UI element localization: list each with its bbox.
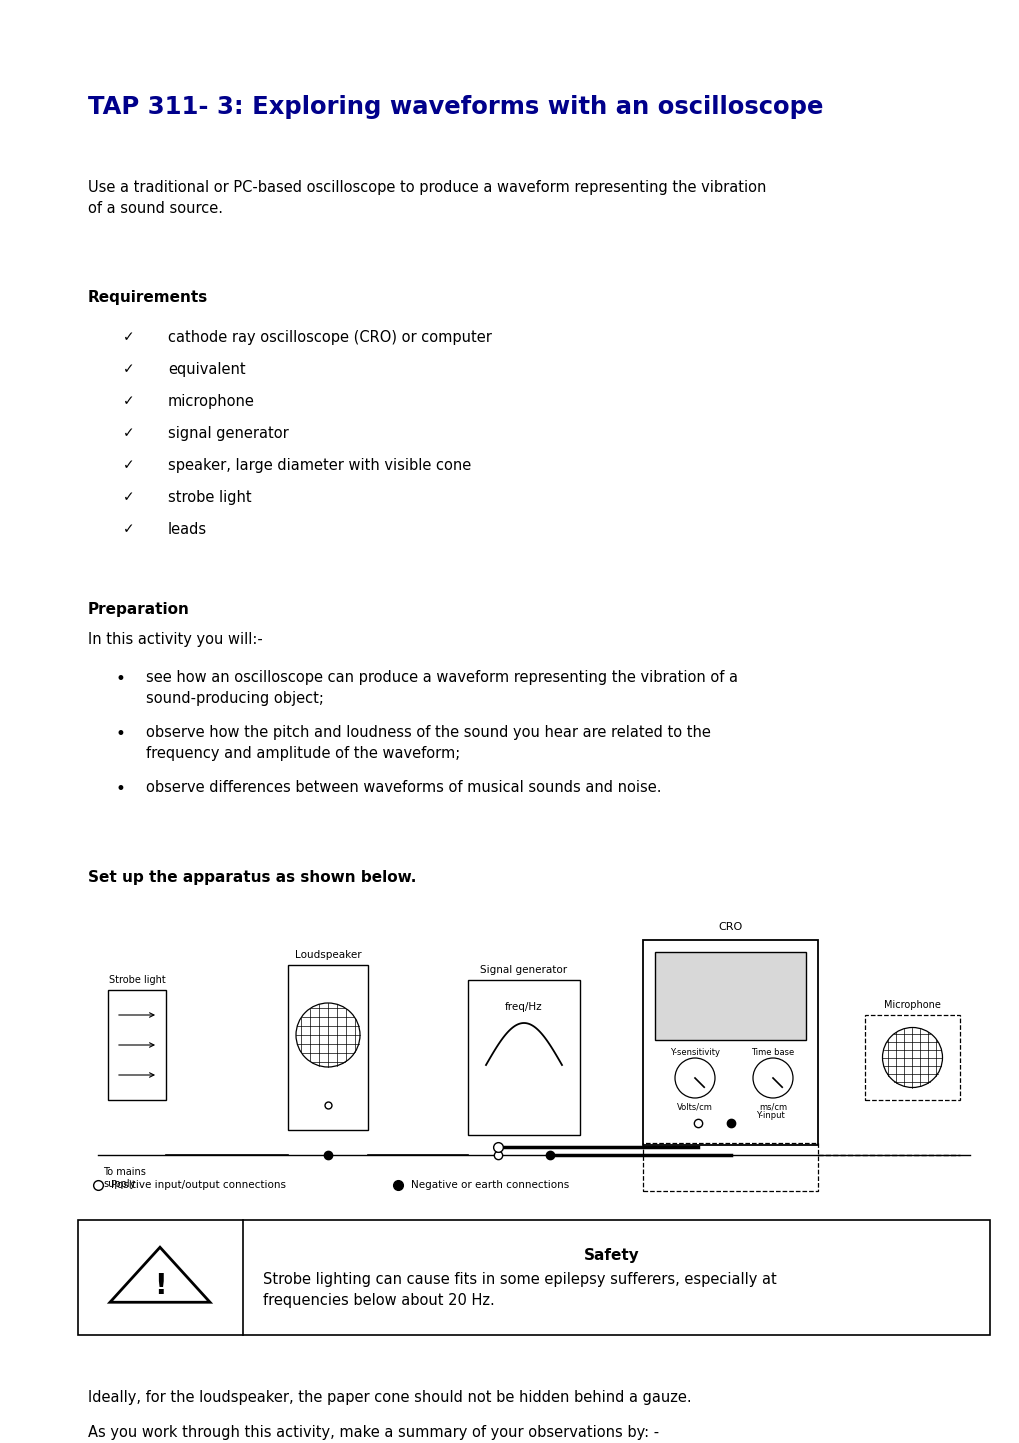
Text: Safety: Safety: [583, 1248, 639, 1263]
Text: Y-sensitivity: Y-sensitivity: [669, 1048, 719, 1058]
Text: Ideally, for the loudspeaker, the paper cone should not be hidden behind a gauze: Ideally, for the loudspeaker, the paper …: [88, 1390, 691, 1405]
Text: !: !: [154, 1271, 166, 1300]
Text: speaker, large diameter with visible cone: speaker, large diameter with visible con…: [168, 457, 471, 473]
Text: Preparation: Preparation: [88, 602, 190, 618]
Text: Microphone: Microphone: [883, 1000, 940, 1010]
Text: ✓: ✓: [123, 426, 135, 440]
Text: Time base: Time base: [751, 1048, 794, 1058]
Text: Requirements: Requirements: [88, 290, 208, 304]
Text: see how an oscilloscope can produce a waveform representing the vibration of a
s: see how an oscilloscope can produce a wa…: [146, 670, 738, 706]
Bar: [642, 939, 817, 1144]
Text: Strobe lighting can cause fits in some epilepsy sufferers, especially at
frequen: Strobe lighting can cause fits in some e…: [263, 1271, 776, 1307]
Text: Negative or earth connections: Negative or earth connections: [411, 1180, 569, 1190]
Text: Volts/cm: Volts/cm: [677, 1102, 712, 1111]
Text: Positive input/output connections: Positive input/output connections: [111, 1180, 285, 1190]
Text: ✓: ✓: [123, 522, 135, 535]
Text: Set up the apparatus as shown below.: Set up the apparatus as shown below.: [88, 870, 416, 885]
Text: leads: leads: [168, 522, 207, 537]
Text: •: •: [116, 781, 125, 798]
Text: ✓: ✓: [123, 457, 135, 472]
Text: To mains
supply: To mains supply: [103, 1167, 146, 1189]
Text: signal generator: signal generator: [168, 426, 288, 442]
Text: ✓: ✓: [123, 394, 135, 408]
Text: ✓: ✓: [123, 491, 135, 504]
Text: Use a traditional or PC-based oscilloscope to produce a waveform representing th: Use a traditional or PC-based oscillosco…: [88, 180, 765, 216]
Text: observe how the pitch and loudness of the sound you hear are related to the
freq: observe how the pitch and loudness of th…: [146, 724, 710, 760]
Bar: [642, 1143, 817, 1190]
Text: Y-input: Y-input: [755, 1111, 784, 1120]
Text: ms/cm: ms/cm: [758, 1102, 787, 1111]
Bar: [108, 990, 166, 1100]
Text: Loudspeaker: Loudspeaker: [294, 949, 361, 960]
Text: ✓: ✓: [123, 362, 135, 377]
Text: •: •: [116, 724, 125, 743]
Text: ✓: ✓: [123, 330, 135, 343]
Text: Strobe light: Strobe light: [108, 975, 165, 986]
Bar: [654, 952, 805, 1040]
Bar: [468, 980, 580, 1136]
Text: As you work through this activity, make a summary of your observations by: -: As you work through this activity, make …: [88, 1426, 658, 1440]
Text: Signal generator: Signal generator: [480, 965, 567, 975]
Bar: [864, 1014, 959, 1100]
Text: equivalent: equivalent: [168, 362, 246, 377]
Text: observe differences between waveforms of musical sounds and noise.: observe differences between waveforms of…: [146, 781, 661, 795]
Text: CRO: CRO: [717, 922, 742, 932]
Text: •: •: [116, 670, 125, 688]
Text: strobe light: strobe light: [168, 491, 252, 505]
Text: TAP 311- 3: Exploring waveforms with an oscilloscope: TAP 311- 3: Exploring waveforms with an …: [88, 95, 822, 118]
Text: microphone: microphone: [168, 394, 255, 408]
Bar: [287, 965, 368, 1130]
Text: freq/Hz: freq/Hz: [504, 1001, 542, 1012]
Text: cathode ray oscilloscope (CRO) or computer: cathode ray oscilloscope (CRO) or comput…: [168, 330, 491, 345]
Text: In this activity you will:-: In this activity you will:-: [88, 632, 263, 646]
Bar: [77, 1219, 989, 1335]
